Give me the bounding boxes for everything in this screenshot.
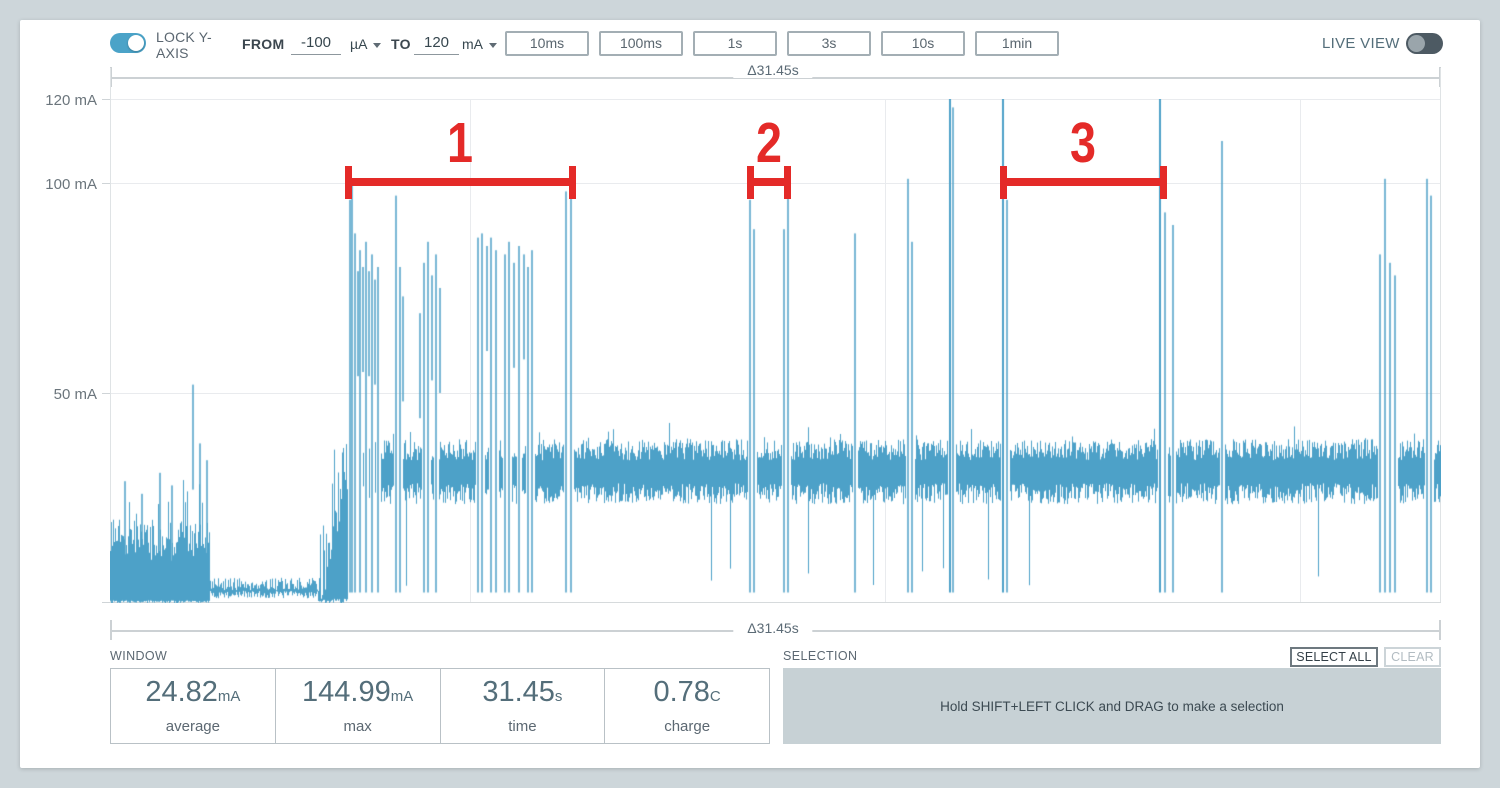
stat-max: 144.99mA max (274, 669, 440, 743)
range-button-1s[interactable]: 1s (693, 31, 777, 56)
marker-2-bar (750, 178, 787, 186)
time-range-buttons: 10ms 100ms 1s 3s 10s 1min (505, 31, 1059, 56)
range-button-1min[interactable]: 1min (975, 31, 1059, 56)
range-button-10ms[interactable]: 10ms (505, 31, 589, 56)
stat-average-value: 24.82mA (145, 676, 241, 708)
lock-y-axis-label: LOCK Y- AXIS (156, 29, 212, 61)
delta-bottom-left-tick (110, 620, 112, 640)
stat-charge-value: 0.78C (653, 676, 721, 708)
from-value-input[interactable] (291, 31, 341, 55)
marker-2-left-cap (746, 166, 754, 199)
toggle-knob (1408, 35, 1425, 52)
range-button-3s[interactable]: 3s (787, 31, 871, 56)
delta-top-line (110, 77, 1441, 79)
delta-bottom-label: Δ31.45s (733, 620, 813, 636)
lock-y-axis-toggle[interactable] (110, 33, 146, 53)
marker-2-right-cap (783, 166, 791, 199)
delta-bottom-right-tick (1439, 620, 1441, 640)
stat-average-unit: mA (217, 688, 241, 705)
marker-1-right-cap (568, 166, 576, 199)
stat-average-label: average (165, 718, 220, 735)
clear-button[interactable]: CLEAR (1384, 647, 1441, 667)
marker-1-bar (348, 178, 572, 186)
marker-3-left-cap (999, 166, 1007, 199)
marker-2-number: 2 (755, 111, 782, 175)
caret-down-icon (373, 42, 382, 48)
marker-1-number: 1 (447, 111, 473, 175)
to-unit-dropdown[interactable]: mA (462, 36, 497, 52)
stat-time-value: 31.45s (482, 676, 563, 708)
stat-time-label: time (508, 718, 537, 735)
selection-panel-title: SELECTION (783, 649, 858, 663)
y-tick-50ma: 50 mA (53, 386, 97, 403)
delta-top-label: Δ31.45s (733, 62, 813, 78)
y-tick-100ma: 100 mA (45, 176, 97, 193)
marker-1-left-cap (344, 166, 352, 199)
y-tick-120ma: 120 mA (45, 92, 97, 109)
select-all-button[interactable]: SELECT ALL (1290, 647, 1378, 667)
marker-3-number: 3 (1070, 111, 1096, 175)
to-unit-value: mA (462, 36, 483, 52)
marker-3-right-cap (1159, 166, 1167, 199)
selection-hint-text: Hold SHIFT+LEFT CLICK and DRAG to make a… (940, 698, 1284, 714)
chart-plot-area[interactable]: 1 2 3 (102, 68, 1441, 603)
lock-y-axis-label-line1: LOCK Y- (156, 29, 212, 45)
live-view-toggle[interactable] (1406, 33, 1443, 54)
live-view-label: LIVE VIEW (1322, 35, 1400, 52)
from-unit-dropdown[interactable]: µA (350, 36, 382, 52)
axis-tick-100ma (102, 183, 110, 184)
window-stats-box: 24.82mA average 144.99mA max 31.45s time… (110, 668, 770, 744)
selection-panel: Hold SHIFT+LEFT CLICK and DRAG to make a… (783, 668, 1441, 744)
to-label: TO (391, 36, 411, 52)
stat-average: 24.82mA average (111, 669, 275, 743)
stat-charge-label: charge (664, 718, 711, 735)
lock-y-axis-label-line2: AXIS (156, 45, 189, 61)
stat-charge: 0.78C charge (604, 669, 769, 743)
stat-time: 31.45s time (439, 669, 605, 743)
stat-max-unit: mA (390, 688, 414, 705)
range-button-100ms[interactable]: 100ms (599, 31, 683, 56)
stat-max-value: 144.99mA (302, 676, 414, 708)
caret-down-icon (489, 42, 497, 48)
axis-tick-0ma (102, 602, 110, 603)
from-unit-value: µA (350, 36, 368, 52)
toggle-knob (128, 35, 144, 51)
stat-charge-unit: C (709, 688, 721, 705)
stat-max-label: max (343, 718, 372, 735)
window-panel-title: WINDOW (110, 649, 168, 663)
range-button-10s[interactable]: 10s (881, 31, 965, 56)
from-label: FROM (242, 36, 285, 52)
axis-tick-50ma (102, 393, 110, 394)
marker-3-bar (1003, 178, 1163, 186)
stat-time-unit: s (554, 688, 563, 705)
axis-tick-120ma (102, 99, 110, 100)
delta-top-left-tick (110, 67, 112, 87)
to-value-input[interactable] (414, 31, 459, 55)
